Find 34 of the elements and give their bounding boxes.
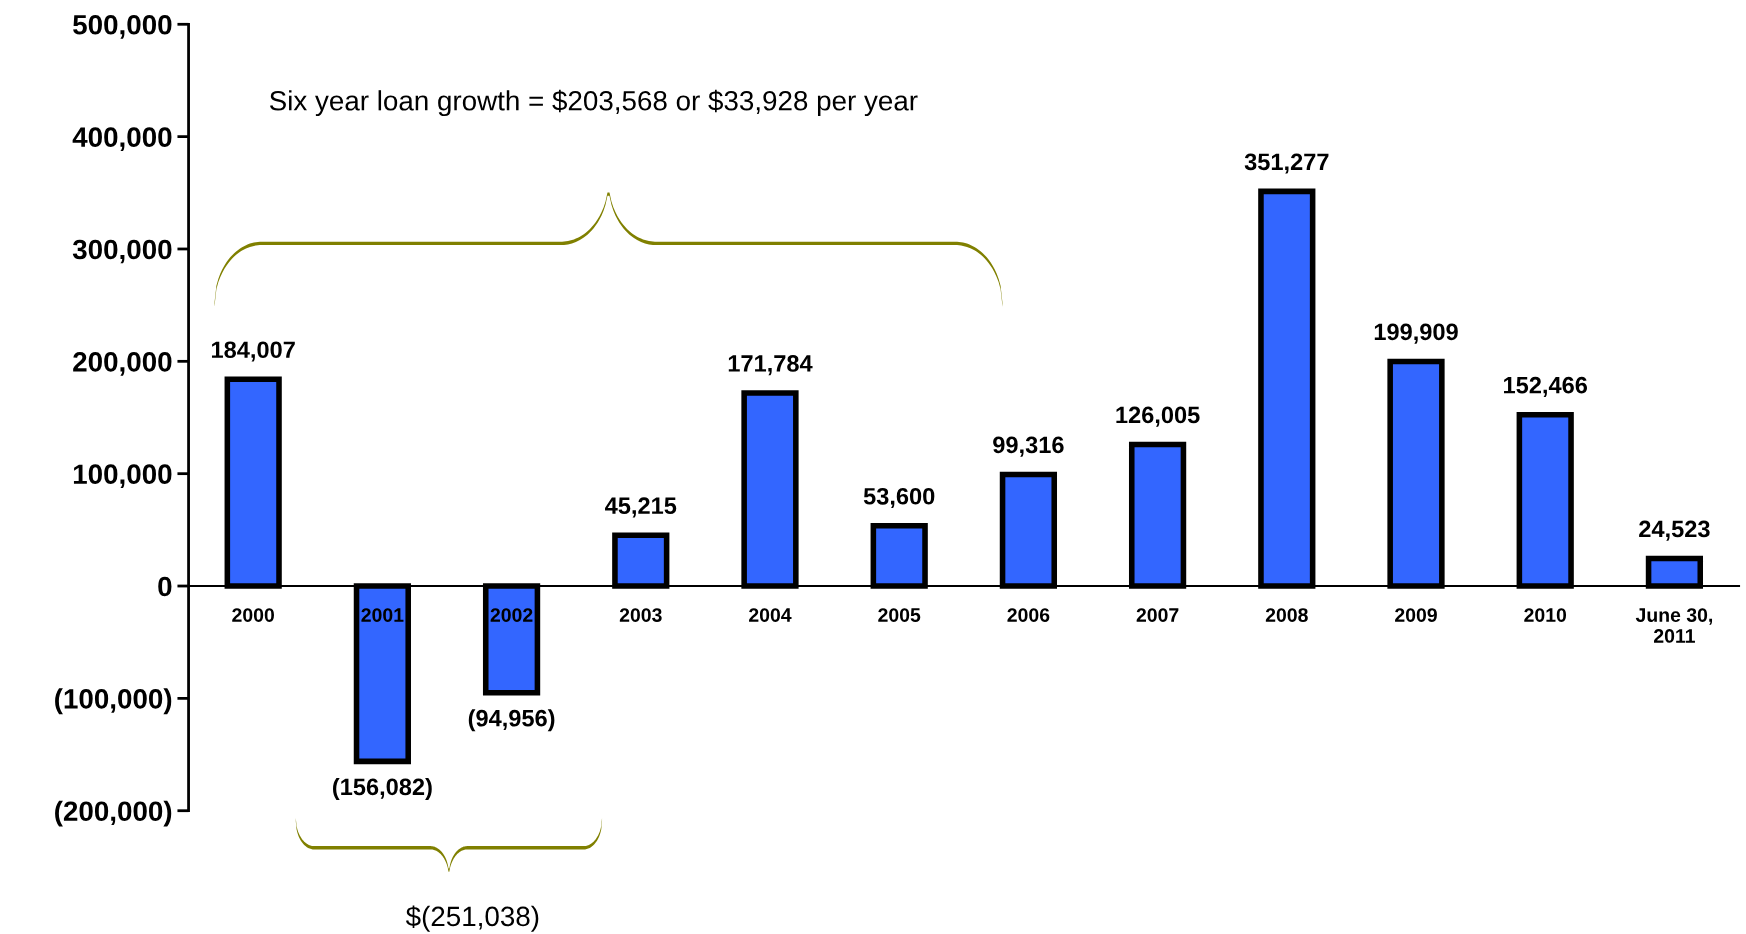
annotation: Six year loan growth = $203,568 or $33,928 per year (269, 89, 918, 117)
data-label: 184,007 (211, 341, 295, 362)
data-label: 171,784 (728, 355, 813, 376)
x-tick-label: 2008 (1265, 608, 1308, 622)
data-label: 99,316 (993, 436, 1064, 457)
x-tick-label: 2002 (490, 608, 533, 622)
y-tick-label: 500,000 (73, 14, 172, 39)
data-label: 45,215 (605, 497, 677, 518)
x-tick-label: 2000 (232, 608, 274, 622)
y-tick-label: 0 (158, 576, 172, 597)
x-tick-label: 2005 (878, 608, 921, 622)
data-label: (94,956) (468, 709, 555, 732)
x-tick-label: 2001 (361, 608, 404, 622)
data-label: 152,466 (1504, 376, 1588, 397)
x-tick-label: 2006 (1007, 608, 1050, 622)
x-tick-label: 2007 (1136, 608, 1179, 622)
x-tick-label: June 30, 2011 (1635, 608, 1713, 643)
data-label: 351,277 (1244, 153, 1329, 174)
y-tick-label: 300,000 (72, 239, 172, 264)
x-tick-label: 2010 (1524, 608, 1567, 622)
x-tick-label: 2003 (619, 608, 662, 622)
data-label: 24,523 (1639, 520, 1710, 541)
y-tick-label: 400,000 (72, 127, 172, 151)
x-tick-label: 2004 (749, 608, 792, 622)
data-label: 126,005 (1116, 406, 1200, 427)
text: $(251,038) (405, 905, 539, 932)
x-tick-label: 2009 (1395, 608, 1437, 622)
data-label: 53,600 (863, 487, 935, 509)
y-tick-label: (100,000) (55, 688, 172, 715)
data-label: (156,082) (333, 777, 432, 800)
y-tick-label: 100,000 (73, 464, 172, 489)
data-label: 199,909 (1374, 323, 1458, 344)
y-tick-label: 200,000 (73, 351, 172, 376)
y-tick-label: (200,000) (55, 800, 172, 827)
